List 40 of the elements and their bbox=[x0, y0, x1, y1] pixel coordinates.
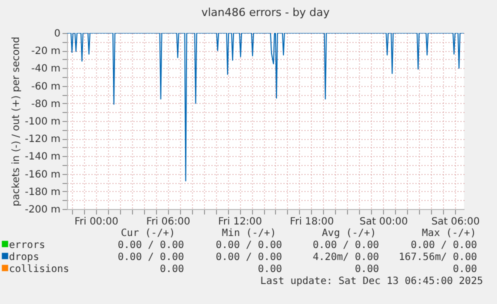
text: 0.00 / 0.00 bbox=[118, 252, 184, 263]
legend-label: drops bbox=[9, 252, 40, 263]
y-tick-label: -80 m bbox=[31, 98, 60, 110]
text: 0.00 / 0.00 bbox=[216, 252, 282, 263]
x-tick-label: Sat 06:00 bbox=[431, 216, 480, 228]
y-tick-label: 0 bbox=[54, 28, 60, 40]
text: 0.00 / 0.00 bbox=[312, 240, 379, 251]
y-tick-label: -120 m bbox=[24, 134, 60, 146]
x-tick-label: Sat 00:00 bbox=[360, 216, 408, 228]
x-tick-label: Fri 00:00 bbox=[74, 216, 118, 228]
y-tick-label: -140 m bbox=[24, 152, 60, 163]
text: Max (-/+) bbox=[422, 228, 476, 239]
line-series bbox=[67, 33, 464, 182]
y-tick-label: -100 m bbox=[24, 116, 60, 128]
y-tick-label: -40 m bbox=[31, 64, 60, 75]
text: 0.00 bbox=[258, 264, 282, 275]
text: Cur (-/+) bbox=[120, 228, 176, 239]
legend-label: collisions bbox=[9, 264, 70, 275]
text: Avg (-/+) bbox=[322, 228, 376, 239]
text: 0.00 / 0.00 bbox=[410, 240, 477, 251]
text: 0.00 bbox=[160, 264, 184, 275]
y-tick-label: -180 m bbox=[24, 186, 60, 198]
text: 0.00 / 0.00 bbox=[118, 240, 184, 251]
chart-title: vlan486 errors - by day bbox=[201, 6, 330, 19]
text: 167.56m/ 0.00 bbox=[398, 252, 477, 263]
y-tick-label: -160 m bbox=[24, 169, 60, 180]
x-tick-label: Fri 12:00 bbox=[218, 216, 262, 228]
text: Last update: Sat Dec 13 06:45:00 2025 bbox=[260, 276, 483, 287]
y-tick-label: -20 m bbox=[31, 46, 60, 58]
text: 0.00 / 0.00 bbox=[216, 240, 282, 251]
legend-label: errors bbox=[9, 240, 46, 251]
y-tick-label: -200 m bbox=[24, 204, 60, 216]
text: 0.00 bbox=[354, 264, 379, 275]
y-tick-label: -60 m bbox=[31, 81, 60, 92]
x-tick-label: Fri 06:00 bbox=[146, 216, 190, 228]
text: 4.20m/ 0.00 bbox=[312, 252, 379, 263]
text: Min (-/+) bbox=[222, 228, 276, 239]
text: 0.00 bbox=[452, 264, 477, 275]
x-tick-label: Fri 18:00 bbox=[290, 216, 334, 228]
y-axis-title: packets in (-) / out (+) per second bbox=[10, 36, 22, 206]
